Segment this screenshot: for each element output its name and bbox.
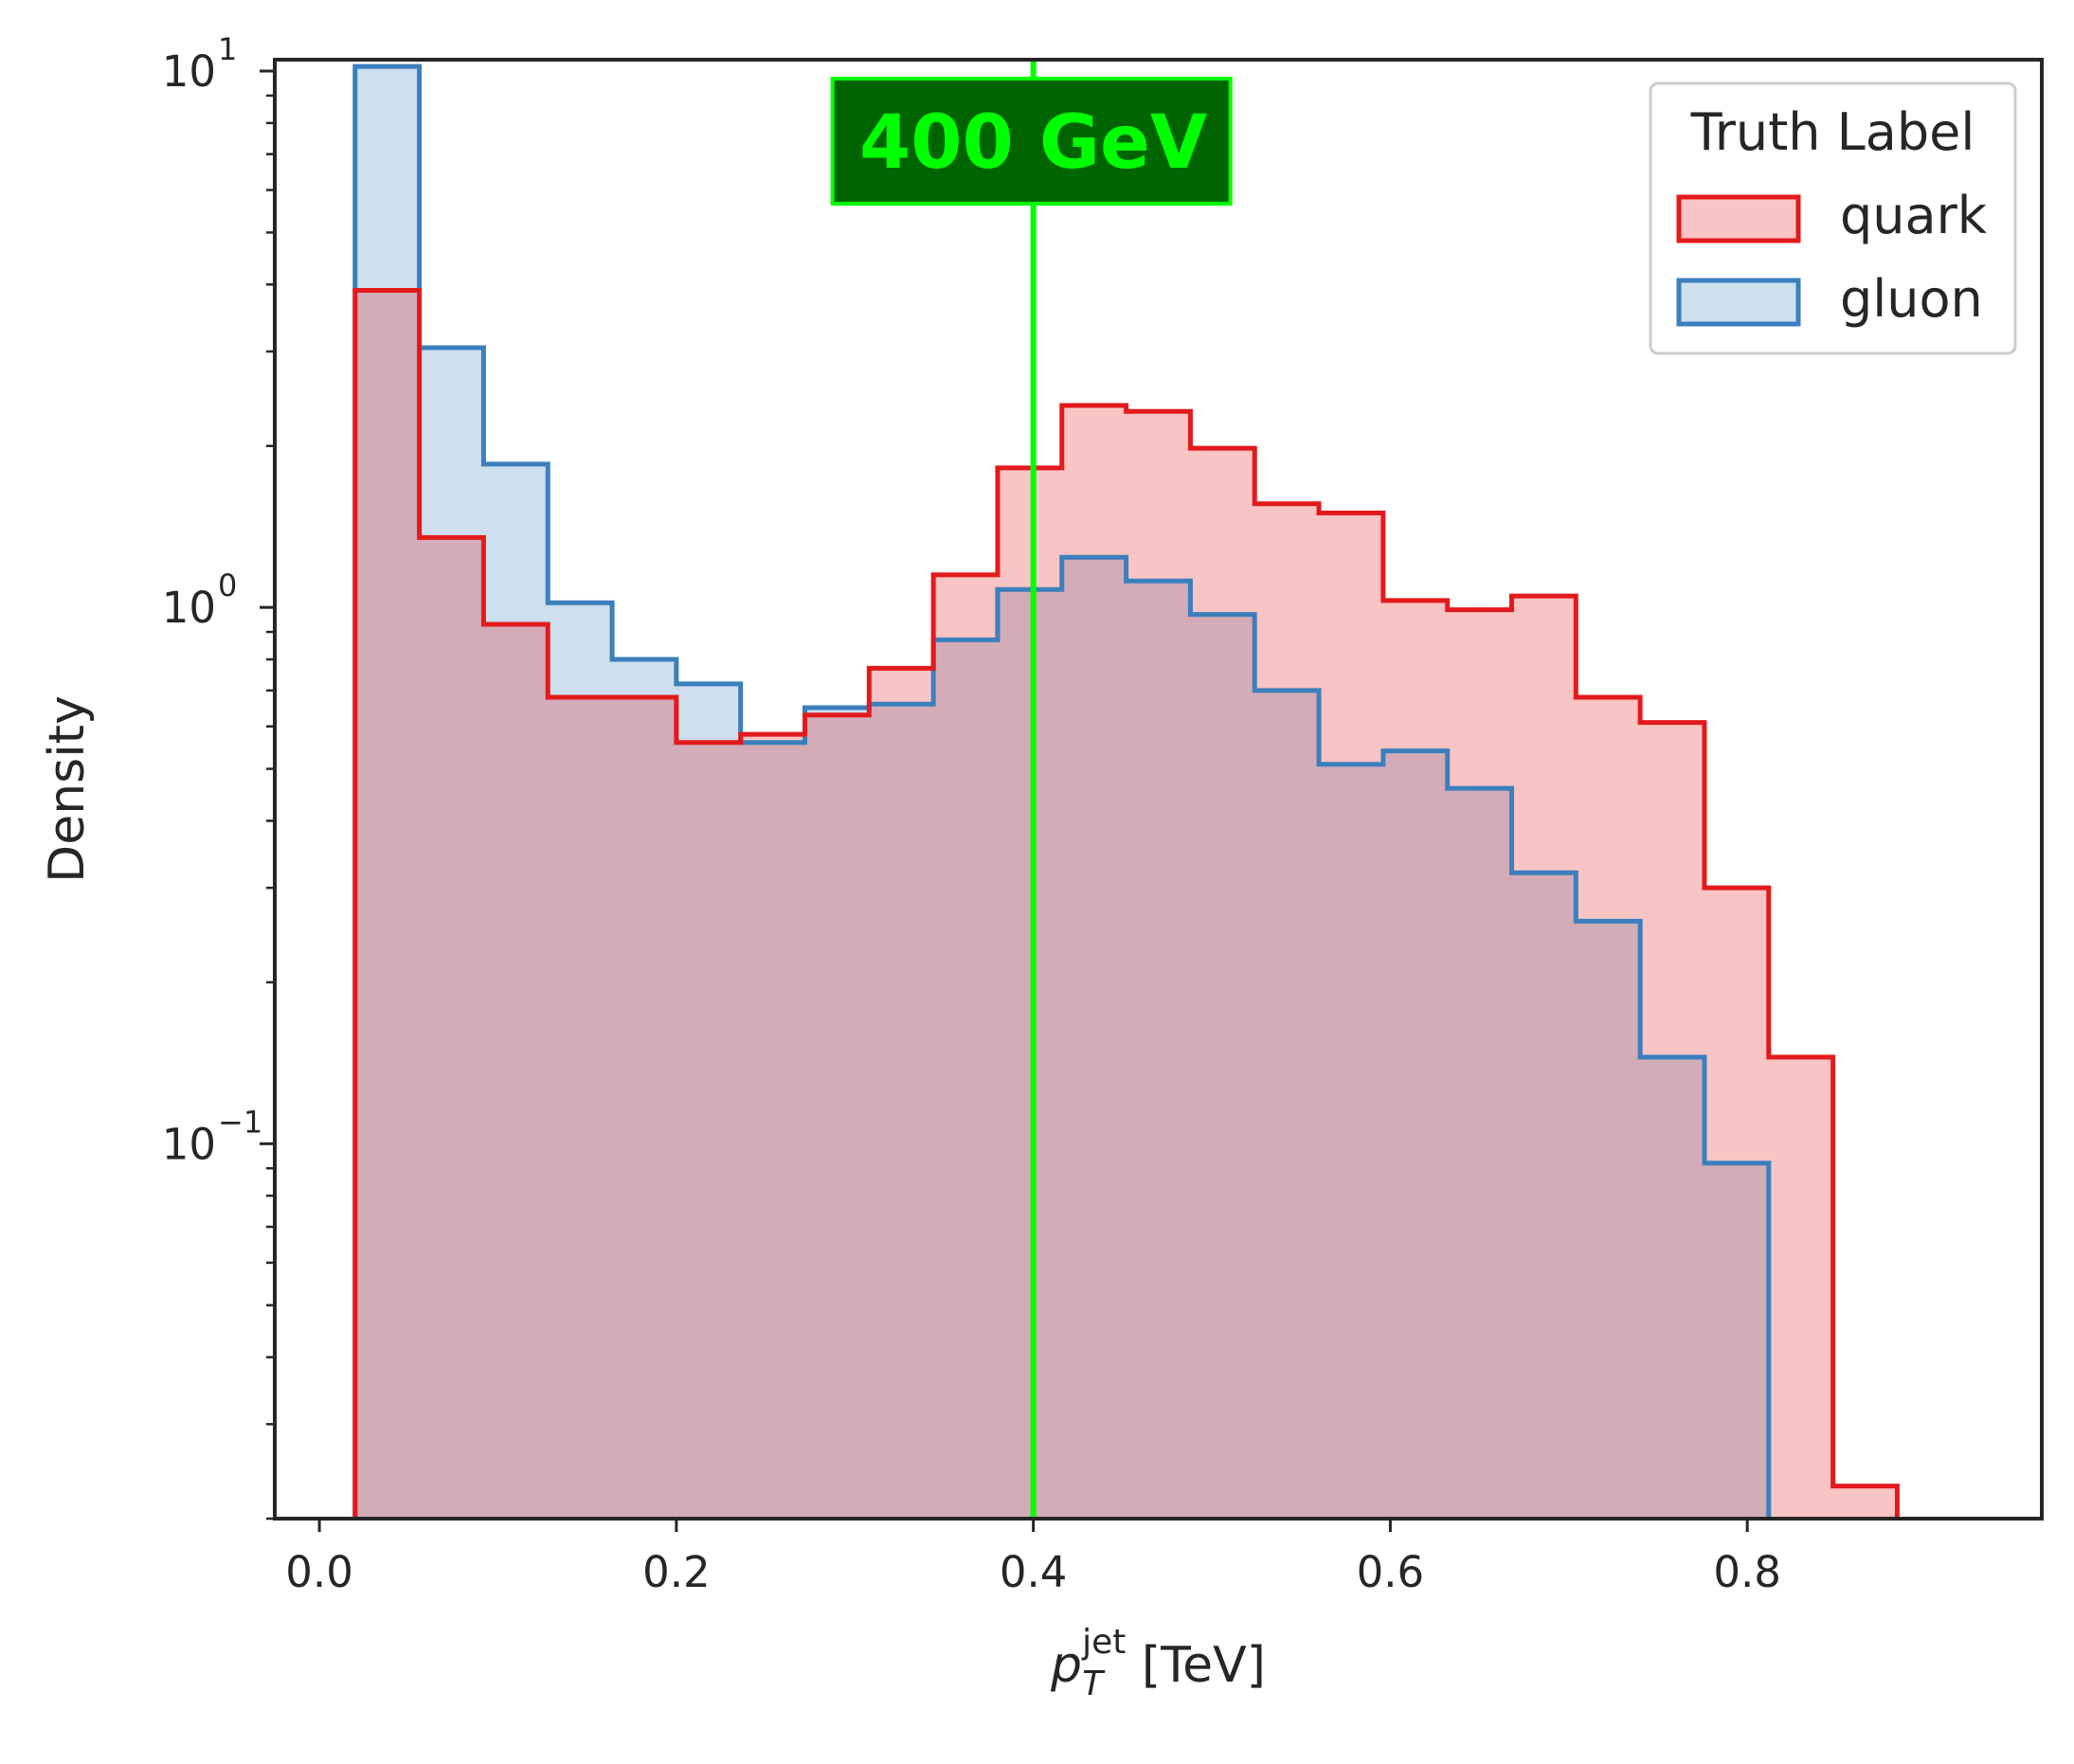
bar-gluon-6: [740, 742, 805, 1519]
bar-quark-1: [419, 537, 484, 1519]
bar-quark-19: [1576, 696, 1641, 1519]
y-tick-label: 10: [162, 46, 216, 97]
bar-gluon-9: [933, 639, 998, 1519]
legend-label-quark: quark: [1840, 186, 1988, 245]
bar-quark-23: [1832, 1485, 1898, 1519]
y-axis: [260, 69, 275, 1521]
x-tick-label: 0.2: [642, 1547, 711, 1597]
x-axis-label: pTjet [TeV]: [1050, 1623, 1266, 1703]
bar-gluon-1: [419, 347, 484, 1519]
bar-quark-22: [1768, 1056, 1833, 1519]
y-tick-exponent: −1: [218, 1104, 262, 1140]
y-tick-label: 10: [162, 1119, 216, 1169]
y-axis-label: Density: [39, 695, 96, 883]
bar-quark-20: [1640, 722, 1704, 1519]
series-lines: [352, 63, 1900, 1519]
legend-swatch-quark: [1676, 194, 1801, 243]
bar-quark-10: [997, 467, 1062, 1519]
bar-gluon-13: [1190, 614, 1255, 1519]
bar-gluon-8: [869, 704, 934, 1519]
bar-gluon-17: [1447, 788, 1512, 1519]
legend-box: [1649, 81, 2017, 355]
annotation-label: 400 GeV: [859, 100, 1207, 186]
bar-quark-0: [354, 290, 420, 1519]
bar-gluon-7: [804, 708, 870, 1519]
plot-area: [352, 63, 1900, 1519]
axes-frame: [273, 58, 2044, 1521]
step-line-quark: [352, 288, 1900, 1519]
y-tick-exponent: 0: [218, 567, 237, 603]
bar-quark-2: [483, 623, 549, 1519]
bar-quark-15: [1319, 513, 1383, 1519]
x-tick-label: 0.8: [1713, 1547, 1781, 1597]
bar-quark-11: [1061, 405, 1127, 1519]
bar-quark-21: [1704, 888, 1769, 1519]
bar-quark-12: [1126, 411, 1191, 1519]
bar-gluon-11: [1061, 557, 1127, 1519]
bar-gluon-0: [354, 66, 420, 1519]
series-fills: [354, 66, 1898, 1519]
bar-gluon-16: [1382, 750, 1448, 1519]
bar-gluon-10: [997, 589, 1062, 1519]
bar-gluon-21: [1704, 1162, 1769, 1519]
bar-quark-16: [1382, 600, 1448, 1519]
x-tick-label: 0.4: [1000, 1547, 1068, 1597]
bar-gluon-3: [548, 603, 613, 1519]
annotation-box: [830, 77, 1233, 206]
bar-gluon-4: [612, 659, 676, 1519]
bar-gluon-5: [676, 683, 741, 1519]
y-tick-label: 10: [162, 583, 216, 633]
x-axis: 0.0 0.2 0.4 0.6 0.8: [285, 1519, 1781, 1597]
bar-quark-5: [676, 742, 741, 1519]
x-tick-label: 0.0: [285, 1547, 353, 1597]
bar-gluon-19: [1576, 921, 1641, 1519]
step-line-gluon: [352, 63, 1772, 1519]
bar-quark-6: [740, 734, 805, 1519]
bar-quark-3: [548, 696, 613, 1519]
bar-quark-4: [612, 696, 676, 1519]
bar-quark-8: [869, 668, 934, 1519]
bar-gluon-12: [1126, 581, 1191, 1519]
bar-gluon-18: [1511, 873, 1577, 1519]
bar-quark-13: [1190, 448, 1255, 1519]
bar-gluon-14: [1254, 690, 1320, 1519]
legend: Truth Label quark gluon: [1649, 81, 2017, 355]
legend-swatch-gluon: [1676, 278, 1801, 327]
bar-quark-17: [1447, 609, 1512, 1519]
legend-title: Truth Label: [1690, 102, 1975, 162]
bar-quark-18: [1511, 596, 1577, 1519]
bar-gluon-20: [1640, 1056, 1704, 1519]
bar-gluon-15: [1319, 764, 1383, 1519]
legend-label-gluon: gluon: [1840, 269, 1983, 329]
y-tick-exponent: 1: [218, 31, 237, 67]
bar-quark-9: [933, 574, 998, 1519]
bar-quark-7: [804, 714, 870, 1519]
x-tick-label: 0.6: [1357, 1547, 1425, 1597]
bar-gluon-2: [483, 463, 549, 1519]
bar-quark-14: [1254, 503, 1320, 1519]
